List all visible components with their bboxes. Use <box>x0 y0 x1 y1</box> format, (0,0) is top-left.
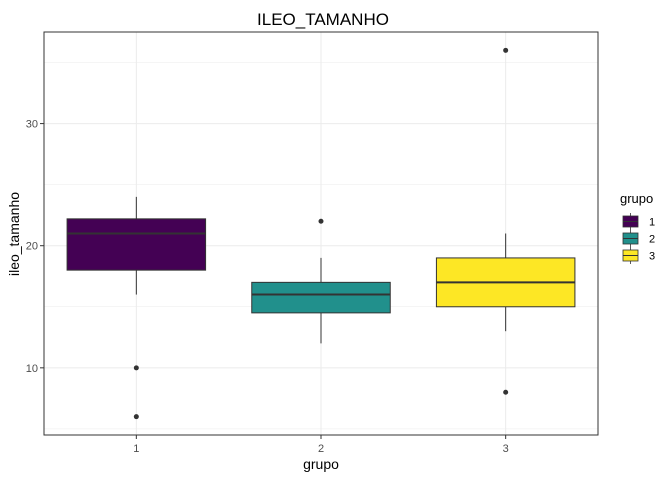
box-group-1 <box>66 196 207 420</box>
x-axis-ticks: 1 2 3 <box>133 435 509 455</box>
plot-panel <box>43 31 599 436</box>
chart-title: ILEO_TAMANHO <box>257 10 389 29</box>
legend-title: grupo <box>620 191 653 206</box>
legend-label: 1 <box>649 217 655 229</box>
legend-item-2: 2 <box>622 230 655 247</box>
x-tick-label: 2 <box>318 443 324 455</box>
x-tick-label: 3 <box>503 443 509 455</box>
y-tick-label: 30 <box>26 119 38 131</box>
x-axis-title: grupo <box>303 456 339 472</box>
outlier-point <box>318 218 324 224</box>
y-tick-label: 10 <box>26 363 38 375</box>
legend-item-1: 1 <box>622 213 655 230</box>
y-axis-title: ileo_tamanho <box>6 192 22 276</box>
outlier-point <box>133 365 139 371</box>
outlier-point <box>503 389 509 395</box>
legend-label: 3 <box>649 251 655 263</box>
box-group-3 <box>435 47 576 395</box>
y-axis-ticks: 10 20 30 <box>26 119 44 375</box>
legend-items: 1 2 3 <box>622 213 655 264</box>
x-tick-label: 1 <box>133 443 139 455</box>
outlier-point <box>503 47 509 53</box>
outlier-point <box>133 414 139 420</box>
y-tick-label: 20 <box>26 241 38 253</box>
box-series <box>66 47 576 420</box>
box-iqr <box>251 281 391 314</box>
legend-item-3: 3 <box>622 247 655 264</box>
legend-label: 2 <box>649 234 655 246</box>
legend: grupo 1 2 3 <box>620 191 655 264</box>
box-iqr <box>66 218 207 271</box>
box-group-2 <box>251 218 391 344</box>
